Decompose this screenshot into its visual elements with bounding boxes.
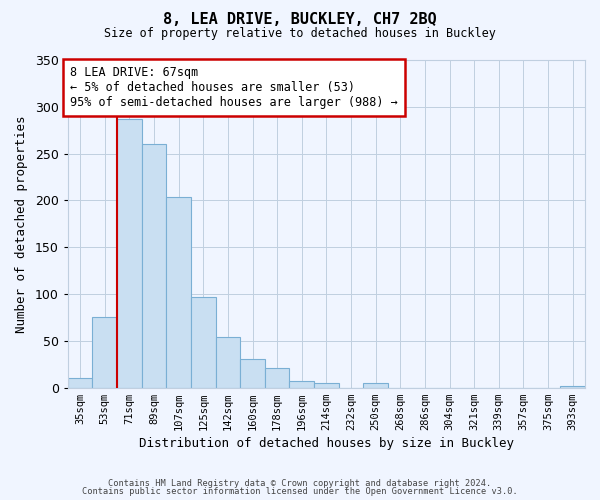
Text: Contains HM Land Registry data © Crown copyright and database right 2024.: Contains HM Land Registry data © Crown c…	[109, 478, 491, 488]
Y-axis label: Number of detached properties: Number of detached properties	[15, 115, 28, 332]
Bar	[191, 297, 215, 388]
Bar	[240, 358, 265, 388]
Bar	[142, 144, 166, 388]
Bar	[92, 318, 117, 388]
Text: Contains public sector information licensed under the Open Government Licence v3: Contains public sector information licen…	[82, 487, 518, 496]
X-axis label: Distribution of detached houses by size in Buckley: Distribution of detached houses by size …	[139, 437, 514, 450]
Bar	[215, 337, 240, 388]
Bar	[364, 383, 388, 388]
Bar	[314, 383, 339, 388]
Bar	[117, 119, 142, 388]
Text: Size of property relative to detached houses in Buckley: Size of property relative to detached ho…	[104, 28, 496, 40]
Text: 8 LEA DRIVE: 67sqm
← 5% of detached houses are smaller (53)
95% of semi-detached: 8 LEA DRIVE: 67sqm ← 5% of detached hous…	[70, 66, 398, 108]
Bar	[166, 196, 191, 388]
Bar	[560, 386, 585, 388]
Bar	[68, 378, 92, 388]
Bar	[289, 381, 314, 388]
Text: 8, LEA DRIVE, BUCKLEY, CH7 2BQ: 8, LEA DRIVE, BUCKLEY, CH7 2BQ	[163, 12, 437, 28]
Bar	[265, 368, 289, 388]
